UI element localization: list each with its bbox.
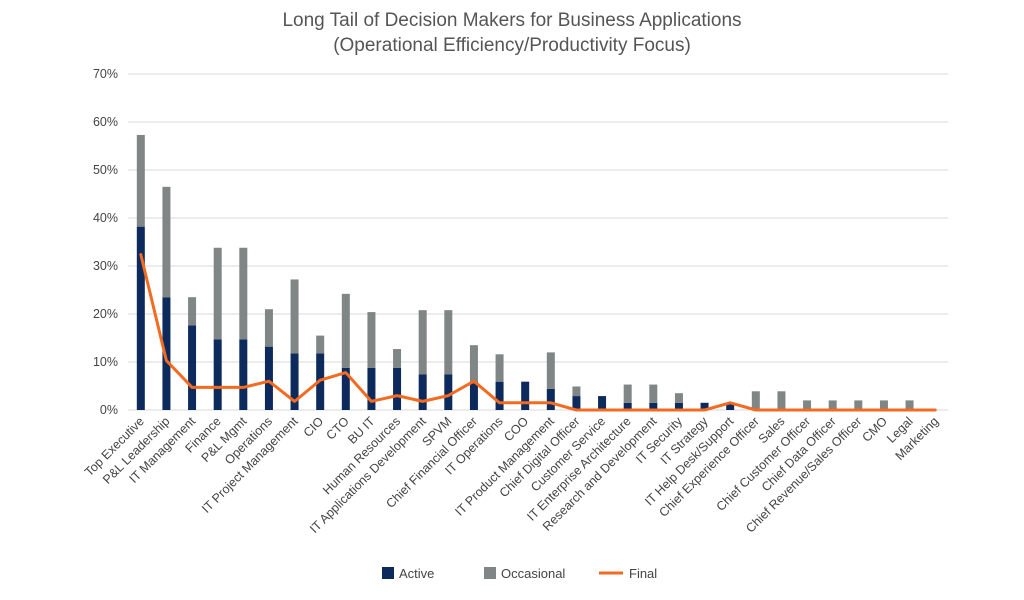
x-tick-label: CIO bbox=[301, 414, 327, 440]
bar-occasional bbox=[316, 335, 325, 354]
bar-active bbox=[444, 374, 453, 410]
chart-title: Long Tail of Decision Makers for Busines… bbox=[282, 10, 741, 31]
bar-occasional bbox=[572, 386, 581, 397]
bar-occasional bbox=[674, 393, 683, 403]
y-tick-label: 30% bbox=[93, 259, 118, 273]
bar-occasional bbox=[290, 279, 299, 354]
bar-occasional bbox=[213, 247, 222, 340]
bar-active bbox=[649, 402, 658, 410]
bar-occasional bbox=[418, 310, 427, 375]
bar-occasional bbox=[623, 384, 632, 403]
legend: Active Occasional Final bbox=[382, 566, 657, 581]
bar-active bbox=[521, 381, 530, 410]
bar-active bbox=[469, 381, 478, 410]
line-final bbox=[139, 253, 937, 412]
bar-active bbox=[546, 388, 555, 410]
y-tick-label: 70% bbox=[93, 67, 118, 81]
bar-active bbox=[367, 367, 376, 410]
bar-active bbox=[136, 226, 145, 410]
legend-label-occasional: Occasional bbox=[501, 566, 565, 581]
y-tick-label: 10% bbox=[93, 355, 118, 369]
bar-occasional bbox=[239, 247, 248, 340]
bar-occasional bbox=[444, 310, 453, 375]
bar-occasional bbox=[393, 349, 402, 368]
bar-occasional bbox=[495, 354, 504, 382]
bar-occasional bbox=[905, 400, 914, 410]
bar-occasional bbox=[469, 345, 478, 382]
bar-occasional bbox=[341, 293, 350, 368]
y-axis-ticks: 0% 10% 20% 30% 40% 50% 60% 70% bbox=[93, 67, 118, 417]
bar-active bbox=[418, 374, 427, 410]
bar-active bbox=[726, 402, 735, 410]
bar-occasional bbox=[879, 400, 888, 410]
x-tick-label: CMO bbox=[860, 414, 891, 445]
final-line bbox=[139, 253, 937, 412]
bar-active bbox=[264, 346, 273, 410]
bar-occasional bbox=[649, 384, 658, 403]
bar-occasional bbox=[751, 391, 760, 410]
gridlines bbox=[128, 73, 948, 411]
legend-label-active: Active bbox=[399, 566, 434, 581]
chart-subtitle: (Operational Efficiency/Productivity Foc… bbox=[333, 35, 691, 56]
bar-occasional bbox=[777, 391, 786, 410]
legend-swatch-active bbox=[382, 567, 394, 579]
bar-active bbox=[341, 367, 350, 410]
bar-active bbox=[572, 396, 581, 410]
bar-active bbox=[700, 402, 709, 410]
bar-occasional bbox=[367, 312, 376, 368]
y-tick-label: 50% bbox=[93, 163, 118, 177]
bar-active bbox=[213, 339, 222, 410]
bar-active bbox=[598, 396, 607, 410]
y-tick-label: 20% bbox=[93, 307, 118, 321]
bar-active bbox=[162, 297, 171, 410]
y-tick-label: 60% bbox=[93, 115, 118, 129]
bar-active bbox=[674, 402, 683, 410]
bar-active bbox=[290, 353, 299, 410]
bar-active bbox=[188, 325, 197, 410]
legend-swatch-occasional bbox=[484, 567, 496, 579]
bar-active bbox=[495, 381, 504, 410]
y-tick-label: 0% bbox=[100, 403, 118, 417]
bar-active bbox=[623, 402, 632, 410]
bar-occasional bbox=[546, 352, 555, 389]
bar-occasional bbox=[188, 297, 197, 326]
bar-occasional bbox=[828, 400, 837, 410]
bar-occasional bbox=[162, 186, 171, 298]
bar-occasional bbox=[264, 309, 273, 347]
bars bbox=[136, 134, 914, 410]
bar-occasional bbox=[136, 134, 145, 227]
y-tick-label: 40% bbox=[93, 211, 118, 225]
bar-occasional bbox=[803, 400, 812, 410]
bar-occasional bbox=[854, 400, 863, 410]
bar-active bbox=[393, 367, 402, 410]
legend-label-final: Final bbox=[629, 566, 657, 581]
bar-active bbox=[239, 339, 248, 410]
